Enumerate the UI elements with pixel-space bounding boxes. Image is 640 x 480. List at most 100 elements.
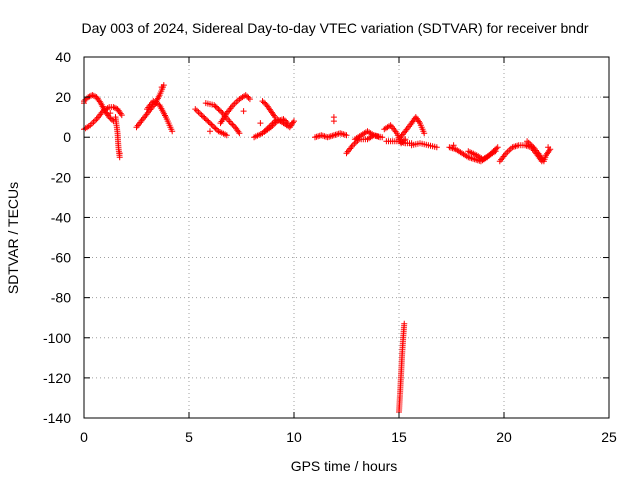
data-point [332,131,339,138]
data-point [545,144,552,151]
data-point [313,133,320,140]
data-point [193,107,200,114]
data-point [329,132,336,139]
data-point [351,140,358,147]
y-tick-label: -20 [51,169,71,185]
data-point [82,96,89,103]
x-tick-label: 10 [286,429,302,445]
data-point [107,115,114,122]
data-point [200,113,206,120]
data-point [324,134,331,141]
data-point [504,148,511,155]
data-point [209,122,216,129]
data-point [214,126,220,133]
tick-labels: 0 5 10 15 20 25 -140 -120 -100 -80 -60 -40 -20 0 20 40 [43,49,617,445]
data-point [400,137,407,144]
data-point [202,116,209,123]
data-point [211,124,218,131]
y-tick-label: 20 [55,89,71,105]
data-point [506,147,513,154]
data-point [340,131,347,138]
y-tick-label: 40 [55,49,71,65]
data-point [259,98,266,105]
data-point [327,133,334,140]
data-point [319,132,326,139]
data-point [90,119,97,126]
data-point [257,120,264,127]
data-point [216,107,223,114]
data-point [207,120,213,127]
data-point [341,131,348,138]
data-point [92,117,99,124]
data-point [260,99,267,106]
data-point [433,144,440,151]
data-point [326,133,333,140]
data-point [318,132,325,139]
data-point [401,320,408,327]
data-point [86,93,93,100]
data-point [118,112,125,119]
data-point [229,121,236,128]
data-point [233,99,240,106]
x-tick-label: 0 [80,429,88,445]
data-point [377,134,384,141]
x-tick-label: 20 [496,429,512,445]
data-point [242,92,249,99]
data-point [514,142,521,149]
data-point [338,130,345,137]
axis-ticks [83,56,610,419]
data-point [494,144,501,151]
data-point [198,112,205,119]
data-point [493,145,500,152]
data-point [375,133,382,140]
y-tick-label: -40 [51,209,71,225]
data-point [211,102,218,109]
data-point [231,100,238,107]
data-point [244,93,251,100]
grid-lines [84,57,609,418]
data-point [107,110,114,117]
data-point [212,125,219,132]
data-point [212,103,219,110]
data-point [330,114,337,121]
data-point [201,114,208,121]
data-point [89,92,96,99]
data-point [291,118,297,125]
x-tick-label: 5 [185,429,193,445]
data-point [169,128,176,135]
data-point [90,92,97,99]
data-points [81,82,554,415]
data-point [205,118,212,125]
data-point [245,94,252,101]
data-point [111,104,118,111]
data-point [315,133,322,140]
data-point [195,109,202,116]
y-tick-label: -80 [51,290,71,306]
data-point [106,114,113,121]
data-point [402,136,409,143]
data-point [116,150,123,157]
y-tick-label: 0 [63,129,71,145]
data-point [450,142,457,149]
plot-frame [83,56,610,419]
data-point [228,120,234,127]
y-tick-label: -100 [43,330,71,346]
data-point [110,104,117,111]
y-axis-label: SDTVAR / TECUs [5,182,21,294]
data-point [197,110,204,117]
y-tick-label: -120 [43,370,71,386]
data-point [399,138,406,145]
data-point [492,148,499,155]
data-point [204,117,211,124]
data-point [207,128,213,135]
x-tick-label: 15 [391,429,407,445]
data-point [214,104,220,111]
data-point [421,130,428,137]
data-point [246,96,253,103]
y-tick-label: -60 [51,250,71,266]
y-tick-label: -140 [43,410,71,426]
data-point [158,84,165,91]
data-point [192,106,199,113]
data-point [240,108,247,115]
